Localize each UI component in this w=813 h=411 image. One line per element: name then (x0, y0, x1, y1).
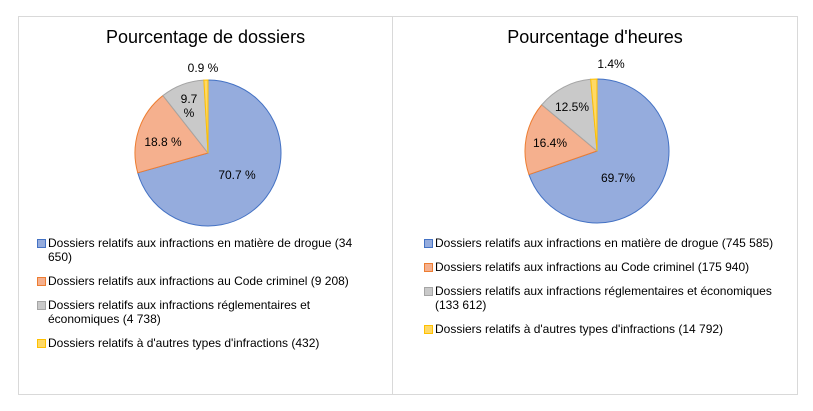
data-label: 12.5% (554, 100, 590, 114)
data-label: 0.9 % (187, 61, 219, 75)
legend-item: Dossiers relatifs aux infractions en mat… (37, 236, 378, 264)
legend-item: Dossiers relatifs à d'autres types d'inf… (424, 322, 780, 336)
pie-chart (524, 78, 670, 224)
pie-slice (524, 104, 598, 176)
data-label: 18.8 % (144, 135, 182, 149)
data-label: 69.7% (600, 171, 636, 185)
legend-item: Dossiers relatifs aux infractions au Cod… (37, 274, 378, 288)
pie-slice (528, 78, 670, 224)
legend-swatch (37, 277, 46, 286)
legend: Dossiers relatifs aux infractions en mat… (424, 236, 780, 346)
legend-swatch (37, 239, 46, 248)
data-label: 1.4% (597, 57, 625, 71)
legend-swatch (37, 339, 46, 348)
legend-label: Dossiers relatifs à d'autres types d'inf… (48, 336, 320, 350)
legend-swatch (424, 239, 433, 248)
legend-swatch (424, 263, 433, 272)
legend-item: Dossiers relatifs à d'autres types d'inf… (37, 336, 378, 350)
legend-label: Dossiers relatifs aux infractions réglem… (48, 298, 311, 326)
data-label: 16.4% (532, 136, 568, 150)
legend-swatch (424, 325, 433, 334)
legend-item: Dossiers relatifs aux infractions réglem… (37, 298, 378, 326)
pie-slice (134, 94, 209, 174)
legend-swatch (37, 301, 46, 310)
pie-chart (134, 79, 282, 227)
legend-label: Dossiers relatifs à d'autres types d'inf… (435, 322, 724, 336)
legend-label: Dossiers relatifs aux infractions réglem… (435, 284, 772, 312)
legend-label: Dossiers relatifs aux infractions en mat… (48, 236, 353, 264)
legend-label: Dossiers relatifs aux infractions au Cod… (48, 274, 349, 288)
legend-item: Dossiers relatifs aux infractions réglem… (424, 284, 780, 312)
legend-swatch (424, 287, 433, 296)
pie-slice (590, 78, 598, 152)
chart-title: Pourcentage d'heures (507, 27, 683, 47)
legend-item: Dossiers relatifs aux infractions au Cod… (424, 260, 780, 274)
legend: Dossiers relatifs aux infractions en mat… (37, 236, 378, 360)
pie-slice (137, 79, 282, 227)
chart-dossiers: Pourcentage de dossiers 70.7 % 18.8 % 9.7 … (18, 16, 393, 395)
pie-slice (203, 79, 209, 154)
legend-label: Dossiers relatifs aux infractions au Cod… (435, 260, 750, 274)
chart-title: Pourcentage de dossiers (105, 27, 306, 47)
legend-item: Dossiers relatifs aux infractions en mat… (424, 236, 780, 250)
legend-label: Dossiers relatifs aux infractions en mat… (435, 236, 774, 250)
chart-heures: Pourcentage d'heures 69.7% 16.4% 12.5% 1.4%… (392, 16, 798, 395)
data-label: 9.7 % (180, 92, 198, 120)
data-label: 70.7 % (218, 168, 256, 182)
